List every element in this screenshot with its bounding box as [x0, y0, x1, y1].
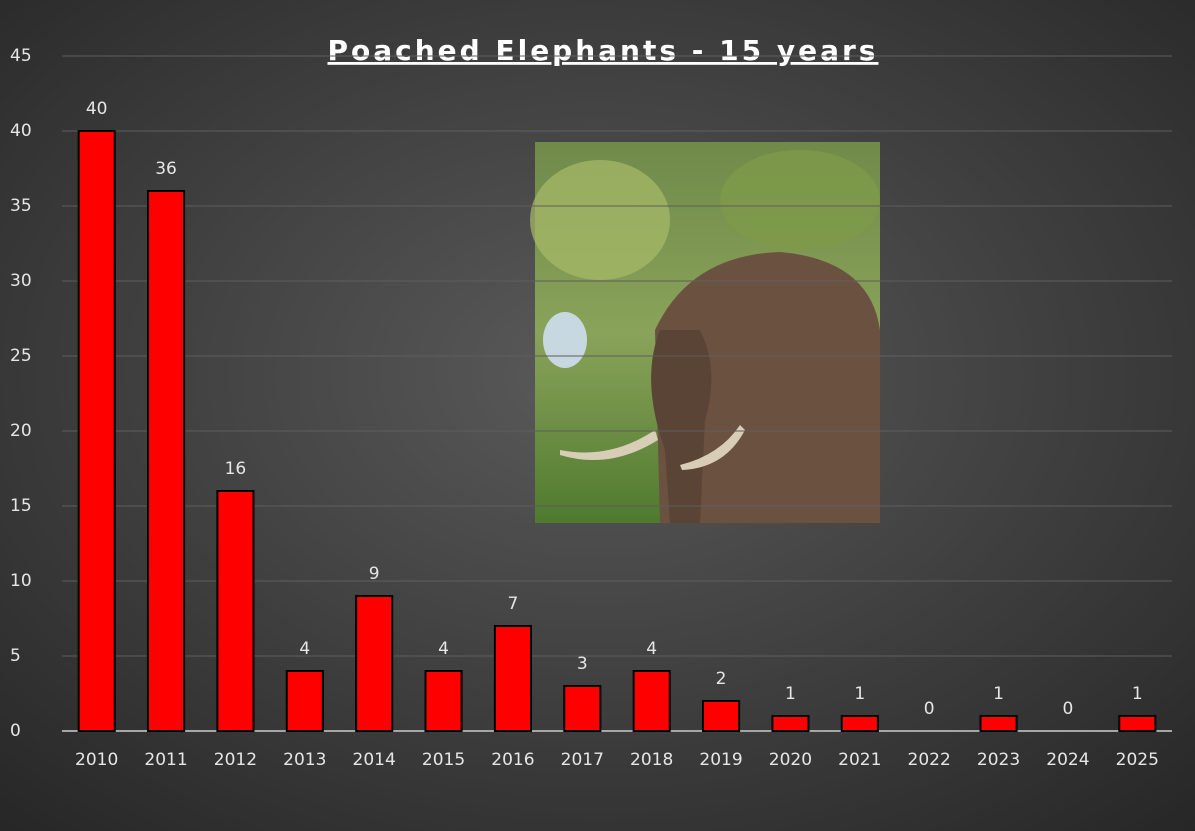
x-tick-label: 2022 — [908, 750, 951, 770]
data-label: 1 — [993, 684, 1004, 704]
x-tick-label: 2010 — [75, 750, 118, 770]
data-label: 2 — [716, 669, 727, 689]
bar — [147, 190, 186, 732]
y-tick-label: 25 — [10, 346, 32, 366]
bar — [840, 715, 879, 732]
x-tick-label: 2021 — [838, 750, 881, 770]
x-tick-label: 2024 — [1046, 750, 1089, 770]
data-label: 16 — [225, 459, 247, 479]
data-label: 1 — [1132, 684, 1143, 704]
bar — [424, 670, 463, 732]
bar — [702, 700, 741, 732]
data-label: 9 — [369, 564, 380, 584]
data-label: 4 — [299, 639, 310, 659]
x-tick-label: 2023 — [977, 750, 1020, 770]
data-label: 4 — [438, 639, 449, 659]
data-label: 0 — [924, 699, 935, 719]
x-tick-label: 2014 — [353, 750, 396, 770]
bar — [563, 685, 602, 732]
y-tick-label: 45 — [10, 46, 32, 66]
bar — [493, 625, 532, 732]
data-label: 0 — [1063, 699, 1074, 719]
y-tick-label: 15 — [10, 496, 32, 516]
y-tick-label: 35 — [10, 196, 32, 216]
data-label: 36 — [155, 159, 177, 179]
bar — [1118, 715, 1157, 732]
data-label: 7 — [508, 594, 519, 614]
bar — [355, 595, 394, 732]
data-label: 1 — [785, 684, 796, 704]
x-tick-label: 2016 — [491, 750, 534, 770]
y-tick-label: 5 — [10, 646, 21, 666]
bar — [285, 670, 324, 732]
bar — [77, 130, 116, 732]
x-tick-label: 2020 — [769, 750, 812, 770]
bar — [632, 670, 671, 732]
y-tick-label: 40 — [10, 121, 32, 141]
bar — [979, 715, 1018, 732]
x-tick-label: 2012 — [214, 750, 257, 770]
y-tick-label: 10 — [10, 571, 32, 591]
x-tick-label: 2019 — [699, 750, 742, 770]
data-label: 3 — [577, 654, 588, 674]
x-tick-label: 2013 — [283, 750, 326, 770]
y-tick-label: 20 — [10, 421, 32, 441]
x-tick-label: 2017 — [561, 750, 604, 770]
x-tick-label: 2011 — [144, 750, 187, 770]
y-tick-label: 30 — [10, 271, 32, 291]
data-label: 1 — [854, 684, 865, 704]
data-label: 40 — [86, 99, 108, 119]
bar — [216, 490, 255, 732]
chart-title: Poached Elephants - 15 years — [328, 34, 879, 67]
x-tick-label: 2015 — [422, 750, 465, 770]
x-tick-label: 2025 — [1116, 750, 1159, 770]
x-tick-label: 2018 — [630, 750, 673, 770]
bar — [771, 715, 810, 732]
data-label: 4 — [646, 639, 657, 659]
elephant-photo — [530, 142, 880, 523]
y-tick-label: 0 — [10, 721, 21, 741]
